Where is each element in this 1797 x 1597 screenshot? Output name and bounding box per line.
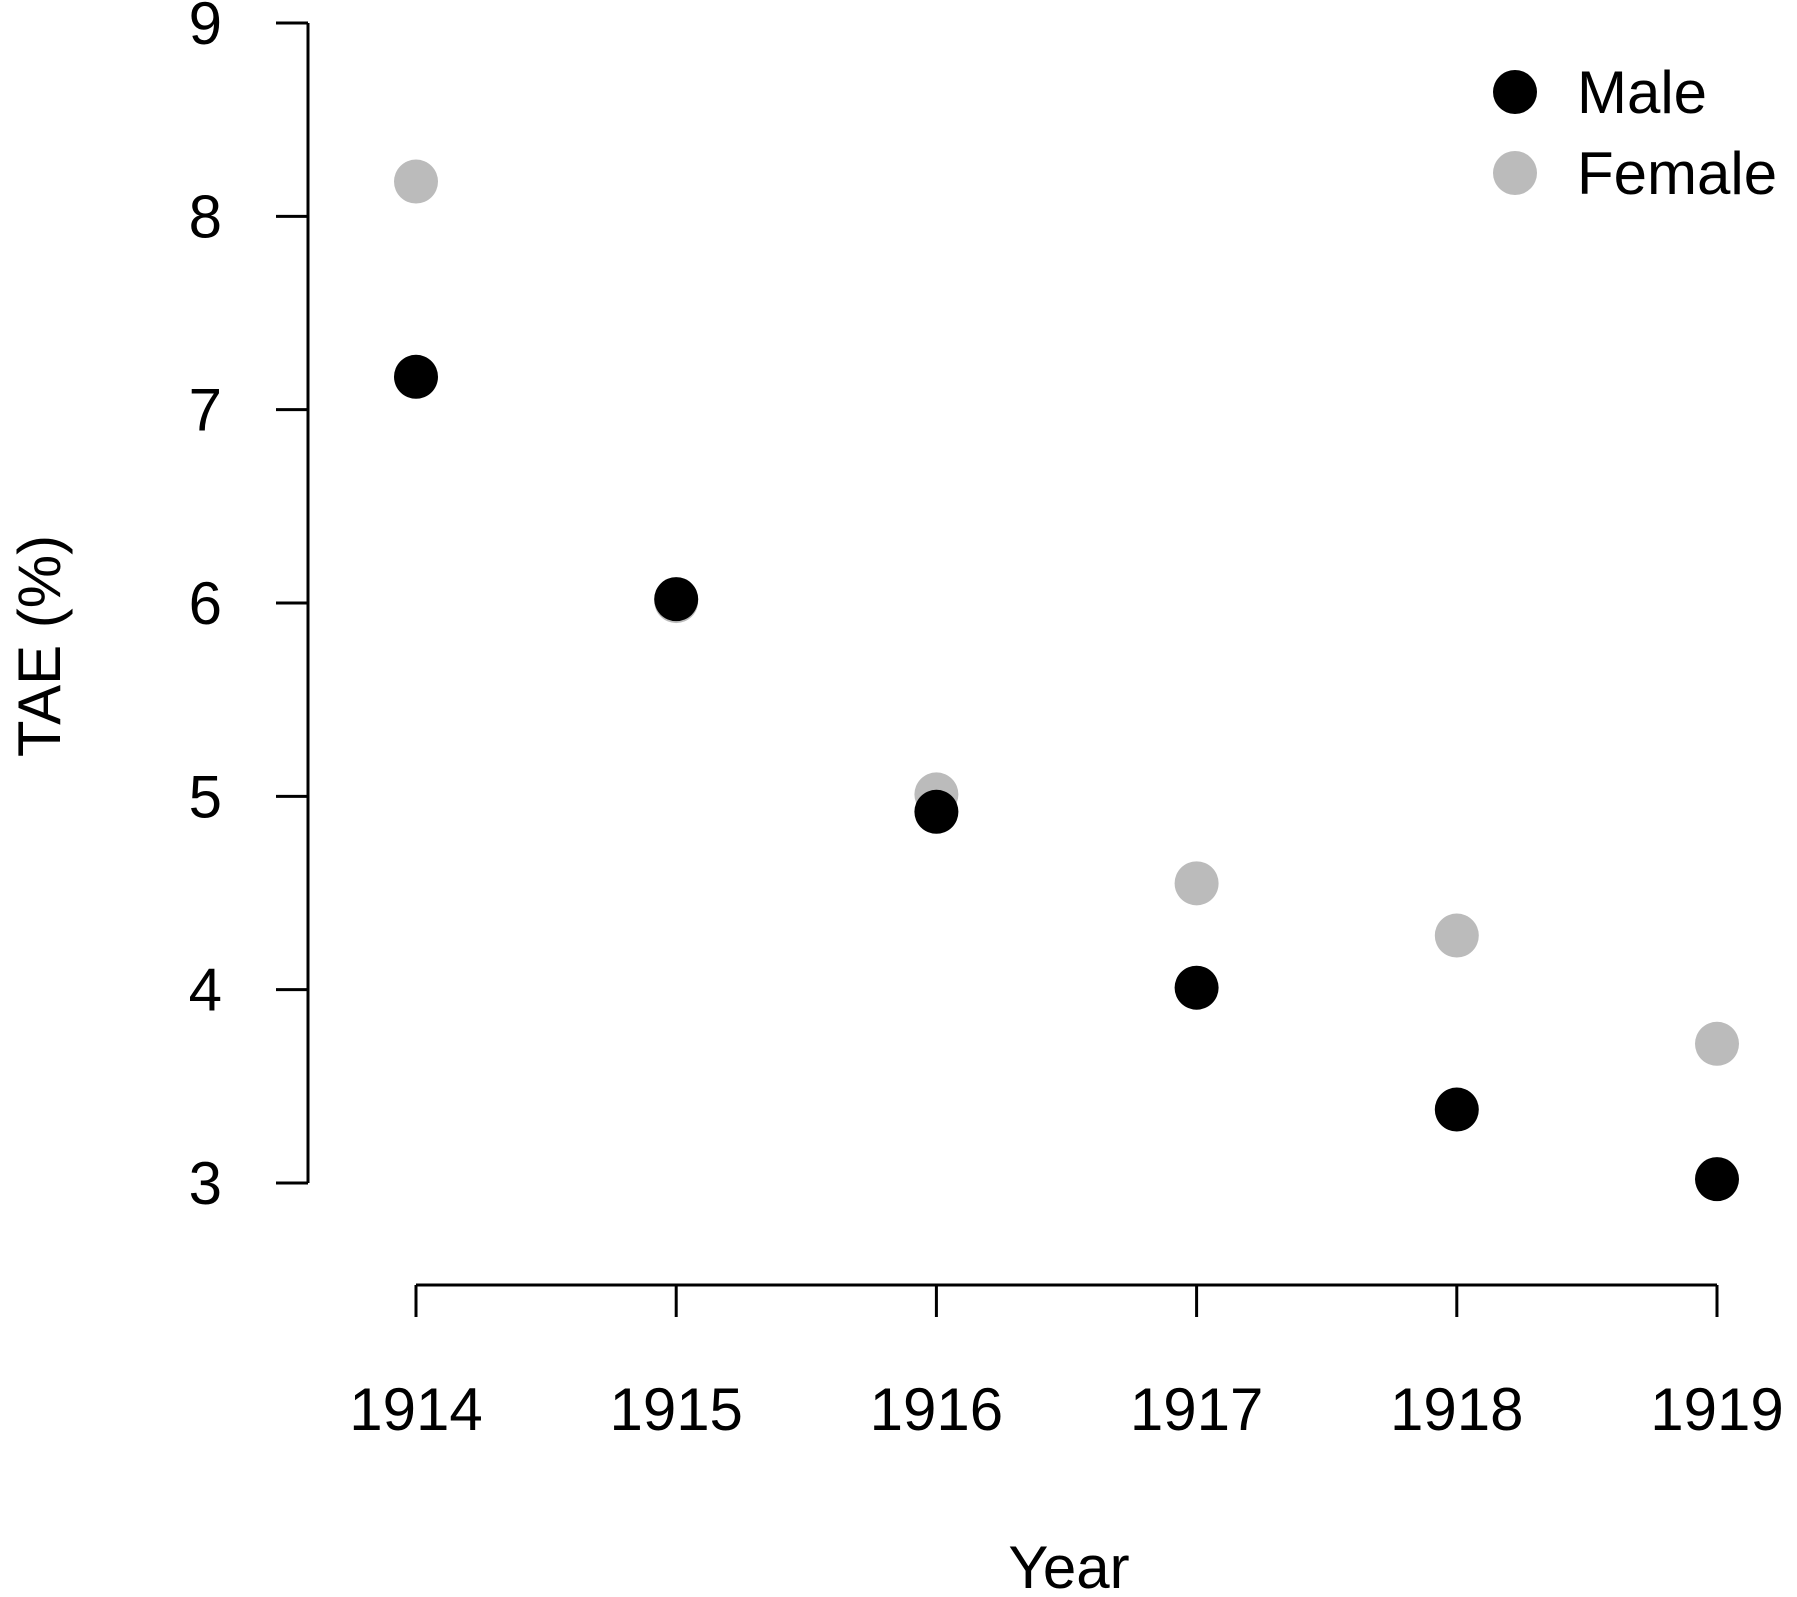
x-tick-label: 1914 [349, 1376, 482, 1443]
x-tick-label: 1916 [870, 1376, 1003, 1443]
point-female-1919 [1695, 1021, 1739, 1066]
point-female-1914 [394, 159, 438, 204]
legend-marker-female [1493, 151, 1537, 195]
point-female-1918 [1434, 913, 1479, 958]
point-female-1917 [1174, 861, 1219, 906]
x-tick-label: 1917 [1130, 1376, 1263, 1443]
point-male-1916 [914, 789, 959, 834]
y-axis: 3 4 5 6 7 8 9 [189, 0, 310, 1217]
y-tick-label: 8 [189, 183, 222, 250]
legend-marker-male [1493, 70, 1537, 114]
data-points [394, 159, 1739, 1202]
point-male-1919 [1695, 1157, 1739, 1202]
x-tick-label: 1919 [1650, 1376, 1783, 1443]
legend: Male Female [1493, 59, 1777, 207]
point-male-1917 [1174, 965, 1219, 1010]
point-male-1914 [394, 354, 438, 399]
y-tick-label: 9 [189, 0, 222, 57]
y-tick-label: 6 [189, 570, 222, 637]
x-axis-title: Year [1008, 1534, 1129, 1597]
x-tick-label: 1915 [609, 1376, 742, 1443]
point-male-1915 [654, 577, 699, 622]
legend-label-male: Male [1577, 59, 1707, 126]
y-tick-label: 5 [189, 763, 222, 830]
legend-label-female: Female [1577, 140, 1777, 207]
point-male-1918 [1434, 1087, 1479, 1132]
x-axis: 1914 1915 1916 1917 1918 1919 [349, 1283, 1784, 1443]
y-tick-label: 7 [189, 377, 222, 444]
y-tick-label: 4 [189, 957, 222, 1024]
y-axis-title: TAE (%) [6, 535, 73, 757]
y-tick-label: 3 [189, 1150, 222, 1217]
x-tick-label: 1918 [1390, 1376, 1523, 1443]
